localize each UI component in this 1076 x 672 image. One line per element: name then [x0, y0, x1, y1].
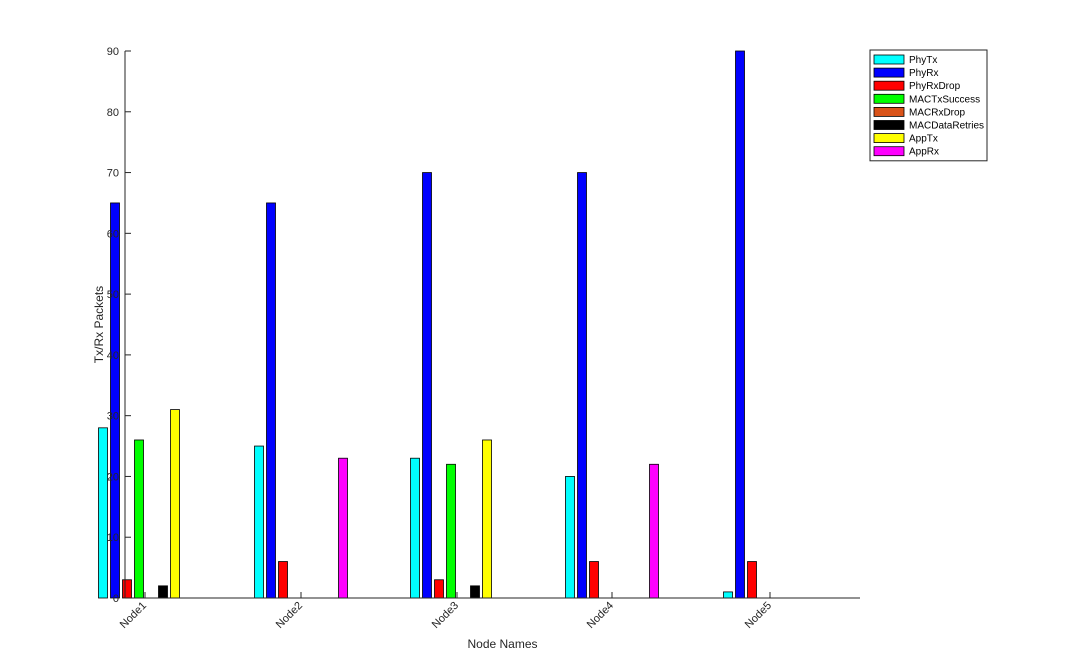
legend-swatch-PhyRx — [873, 67, 905, 78]
y-tick-label: 50 — [107, 289, 119, 301]
bar-AppTx-Node1 — [170, 409, 180, 599]
legend-label-AppTx: AppTx — [909, 134, 938, 145]
legend-swatch-MACTxSuccess — [873, 93, 905, 104]
legend-label-PhyTx: PhyTx — [909, 55, 937, 66]
y-tick-label: 40 — [107, 350, 119, 362]
bar-MACDataRetries-Node1 — [158, 585, 168, 599]
bar-PhyRxDrop-Node4 — [589, 561, 599, 599]
y-tick-label: 70 — [107, 168, 119, 180]
legend-label-PhyRxDrop: PhyRxDrop — [909, 81, 961, 92]
bar-PhyTx-Node5 — [723, 591, 733, 599]
y-tick-label: 90 — [107, 46, 119, 58]
y-tick-label: 20 — [107, 471, 119, 483]
bar-AppRx-Node2 — [338, 457, 348, 599]
y-tick-label: 30 — [107, 411, 119, 423]
x-tick-label: Node1 — [118, 600, 149, 631]
bar-MACTxSuccess-Node1 — [134, 439, 144, 599]
bars — [98, 50, 757, 599]
bar-PhyRx-Node2 — [266, 202, 276, 599]
bar-PhyRx-Node5 — [735, 50, 745, 599]
bar-MACTxSuccess-Node3 — [446, 463, 456, 599]
legend-label-PhyRx: PhyRx — [909, 68, 938, 79]
legend: PhyTx PhyRx PhyRxDrop MACTxSuccess MACRxDrop… — [869, 49, 988, 162]
bar-PhyTx-Node3 — [410, 457, 420, 599]
legend-swatch-MACDataRetries — [873, 120, 905, 130]
bar-PhyRxDrop-Node2 — [278, 561, 288, 599]
x-tick-label: Node4 — [585, 600, 616, 631]
legend-label-MACTxSuccess: MACTxSuccess — [909, 94, 980, 105]
legend-swatch-AppTx — [873, 133, 905, 144]
legend-swatch-PhyRxDrop — [873, 80, 905, 91]
legend-label-MACRxDrop: MACRxDrop — [909, 107, 966, 118]
bar-PhyRx-Node1 — [110, 202, 120, 599]
legend-label-AppRx: AppRx — [909, 147, 939, 158]
legend-swatch-MACRxDrop — [873, 107, 905, 117]
x-tick-label: Node3 — [430, 600, 461, 631]
bar-PhyRx-Node4 — [577, 172, 587, 599]
bar-PhyRx-Node3 — [422, 172, 432, 599]
bar-PhyRxDrop-Node3 — [434, 579, 444, 599]
bar-PhyRxDrop-Node5 — [747, 561, 757, 599]
y-tick-label: 0 — [113, 593, 119, 605]
legend-label-MACDataRetries: MACDataRetries — [909, 121, 984, 132]
y-axis-label: Tx/Rx Packets — [92, 286, 106, 363]
y-tick-label: 80 — [107, 107, 119, 119]
bar-PhyTx-Node2 — [254, 445, 264, 599]
y-tick-label: 10 — [107, 532, 119, 544]
bar-AppTx-Node3 — [482, 439, 492, 599]
bar-PhyTx-Node1 — [98, 427, 108, 599]
legend-swatch-PhyTx — [873, 54, 905, 65]
bar-MACDataRetries-Node3 — [470, 585, 480, 599]
bar-PhyRxDrop-Node1 — [122, 579, 132, 599]
x-axis-label: Node Names — [467, 637, 537, 651]
x-tick-label: Node2 — [274, 600, 305, 631]
legend-swatch-AppRx — [873, 146, 905, 157]
bar-AppRx-Node4 — [649, 463, 659, 599]
bar-PhyTx-Node4 — [565, 476, 575, 599]
x-tick-label: Node5 — [743, 600, 774, 631]
y-tick-label: 60 — [107, 228, 119, 240]
